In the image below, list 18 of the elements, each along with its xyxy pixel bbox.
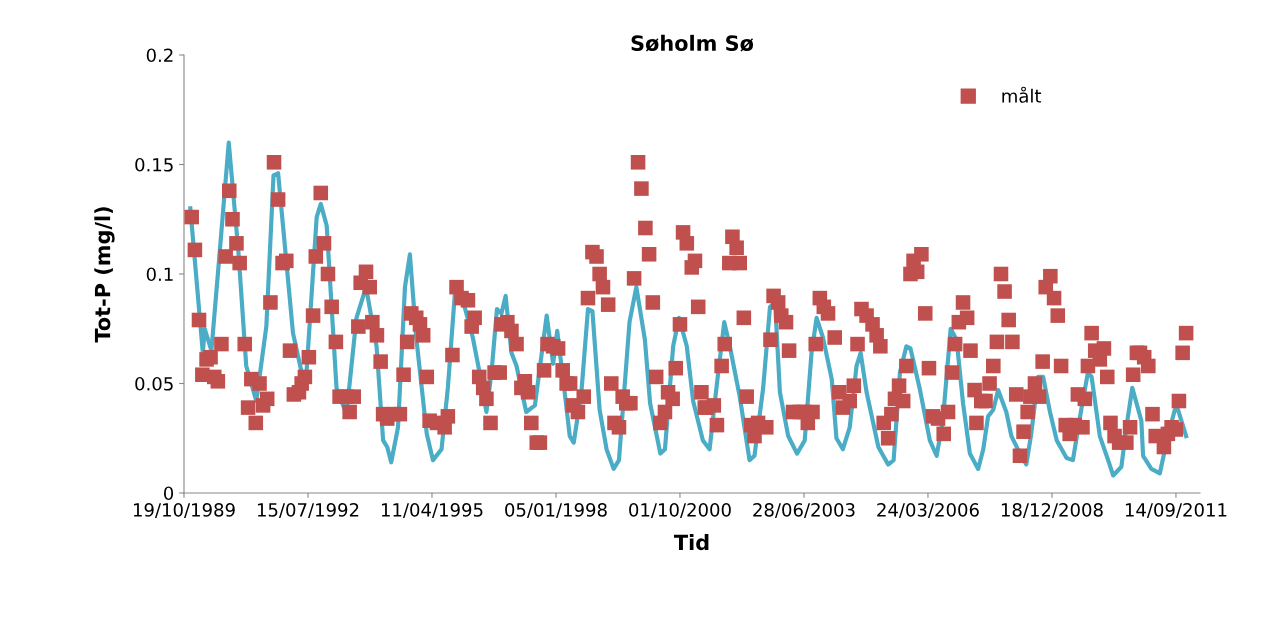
x-tick-label: 28/06/2003 xyxy=(753,503,855,519)
y-tick-label: 0.15 xyxy=(135,157,173,172)
x-tick-label: 14/09/2011 xyxy=(1125,503,1227,519)
x-tick-label: 05/01/1998 xyxy=(505,503,607,519)
x-tick-label: 15/07/1992 xyxy=(257,503,359,519)
x-tick-label: 24/03/2006 xyxy=(877,503,979,519)
x-tick-label: 11/04/1995 xyxy=(381,503,483,519)
x-tick-label: 01/10/2000 xyxy=(629,503,731,519)
legend-label: målt xyxy=(1002,86,1042,103)
y-tick-label: 0.2 xyxy=(146,48,173,63)
y-tick-label: 0 xyxy=(163,486,174,501)
y-tick-label: 0.1 xyxy=(146,267,173,282)
chart-title: Søholm Sø xyxy=(631,34,754,52)
x-tick-label: 18/12/2008 xyxy=(1001,503,1103,519)
y-tick-label: 0.05 xyxy=(135,376,173,391)
x-tick-label: 19/10/1989 xyxy=(133,503,235,519)
y-axis-title: Tot-P (mg/l) xyxy=(94,207,115,343)
x-axis-title: Tid xyxy=(673,534,709,551)
